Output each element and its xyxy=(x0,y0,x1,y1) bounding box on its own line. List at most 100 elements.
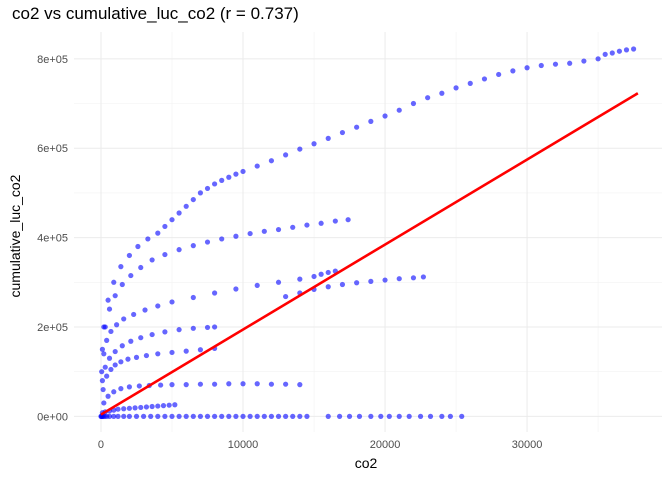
data-point xyxy=(121,316,127,322)
data-point xyxy=(410,275,417,281)
data-point xyxy=(99,369,105,375)
data-point xyxy=(212,181,218,187)
data-point xyxy=(190,294,196,301)
data-point xyxy=(581,58,587,64)
data-point xyxy=(283,152,289,158)
data-point xyxy=(396,413,402,419)
scatter-points xyxy=(98,46,637,419)
data-point xyxy=(325,413,331,419)
data-point xyxy=(190,325,196,331)
data-point xyxy=(396,276,402,282)
data-point xyxy=(138,404,144,411)
data-point xyxy=(108,366,114,373)
data-point xyxy=(176,327,182,333)
data-point xyxy=(99,378,106,384)
data-point xyxy=(160,403,167,409)
data-point xyxy=(162,329,168,335)
data-point xyxy=(339,129,346,136)
data-point xyxy=(325,135,331,141)
data-point xyxy=(304,222,310,228)
data-point xyxy=(219,236,225,242)
data-point xyxy=(346,413,353,419)
data-point xyxy=(112,348,118,355)
chart-title: co2 vs cumulative_luc_co2 (r = 0.737) xyxy=(12,4,299,23)
data-point xyxy=(354,280,360,286)
data-point xyxy=(101,351,107,357)
data-point xyxy=(268,381,275,387)
data-point xyxy=(268,413,275,419)
data-point xyxy=(425,95,431,101)
data-point xyxy=(101,400,107,406)
data-point xyxy=(275,413,282,419)
data-point xyxy=(111,413,117,419)
data-point xyxy=(496,71,502,78)
data-point xyxy=(318,271,324,277)
data-point xyxy=(467,80,473,86)
data-point xyxy=(121,406,127,412)
data-point xyxy=(219,413,225,419)
data-point xyxy=(149,257,155,263)
data-point xyxy=(204,324,211,331)
data-point xyxy=(261,228,267,234)
data-point xyxy=(162,251,168,258)
data-point xyxy=(143,404,150,410)
data-point xyxy=(254,163,260,169)
data-point xyxy=(100,386,106,393)
data-point xyxy=(552,61,559,67)
data-point xyxy=(219,177,225,183)
data-point xyxy=(104,337,110,343)
data-point xyxy=(204,185,211,192)
data-point xyxy=(115,406,121,412)
x-tick-label: 20000 xyxy=(370,439,401,451)
data-point xyxy=(155,230,161,236)
data-point xyxy=(247,230,253,237)
x-tick-label: 10000 xyxy=(228,439,259,451)
data-point xyxy=(332,218,338,224)
data-point xyxy=(339,281,346,288)
x-axis-title: co2 xyxy=(355,455,378,471)
data-point xyxy=(105,393,111,399)
axis-ticks: 0 10000 20000 30000 0e+00 2e+05 4e+05 6e+05 8e+0… xyxy=(37,54,542,451)
data-point xyxy=(439,413,445,419)
data-point xyxy=(382,113,388,119)
data-point xyxy=(247,413,253,419)
data-point xyxy=(602,51,608,57)
data-point xyxy=(345,217,351,223)
data-point xyxy=(169,349,175,356)
data-point xyxy=(176,210,182,216)
data-point xyxy=(106,413,113,419)
data-point xyxy=(125,356,131,362)
data-point xyxy=(197,413,204,419)
data-point xyxy=(283,293,289,300)
y-tick-label: 6e+05 xyxy=(37,143,68,155)
data-point xyxy=(623,47,630,53)
data-point xyxy=(183,348,189,354)
data-point xyxy=(121,413,127,419)
data-point xyxy=(169,382,175,388)
data-point xyxy=(105,297,111,303)
data-point xyxy=(304,413,310,419)
data-point xyxy=(386,413,392,419)
data-point xyxy=(99,346,106,352)
data-point xyxy=(406,413,412,419)
y-tick-label: 2e+05 xyxy=(37,322,68,334)
data-point xyxy=(283,381,289,387)
data-point xyxy=(447,413,453,419)
y-tick-label: 4e+05 xyxy=(37,233,68,245)
data-point xyxy=(166,402,172,408)
x-tick-label: 30000 xyxy=(512,439,543,451)
data-point xyxy=(197,381,204,387)
data-point xyxy=(106,355,113,361)
data-point xyxy=(197,190,204,196)
data-point xyxy=(630,46,637,52)
data-point xyxy=(101,324,107,330)
data-point xyxy=(143,352,150,359)
data-point xyxy=(155,403,161,409)
data-point xyxy=(148,413,154,419)
data-point xyxy=(108,328,114,335)
data-point xyxy=(212,413,218,419)
data-point xyxy=(268,158,275,164)
data-point xyxy=(142,307,148,313)
data-point xyxy=(481,76,488,82)
data-point xyxy=(396,107,402,113)
